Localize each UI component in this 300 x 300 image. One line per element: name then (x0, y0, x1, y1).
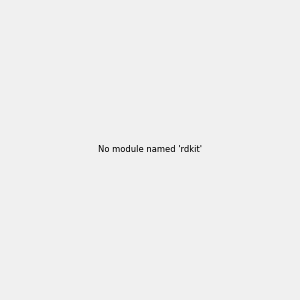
Text: No module named 'rdkit': No module named 'rdkit' (98, 146, 202, 154)
